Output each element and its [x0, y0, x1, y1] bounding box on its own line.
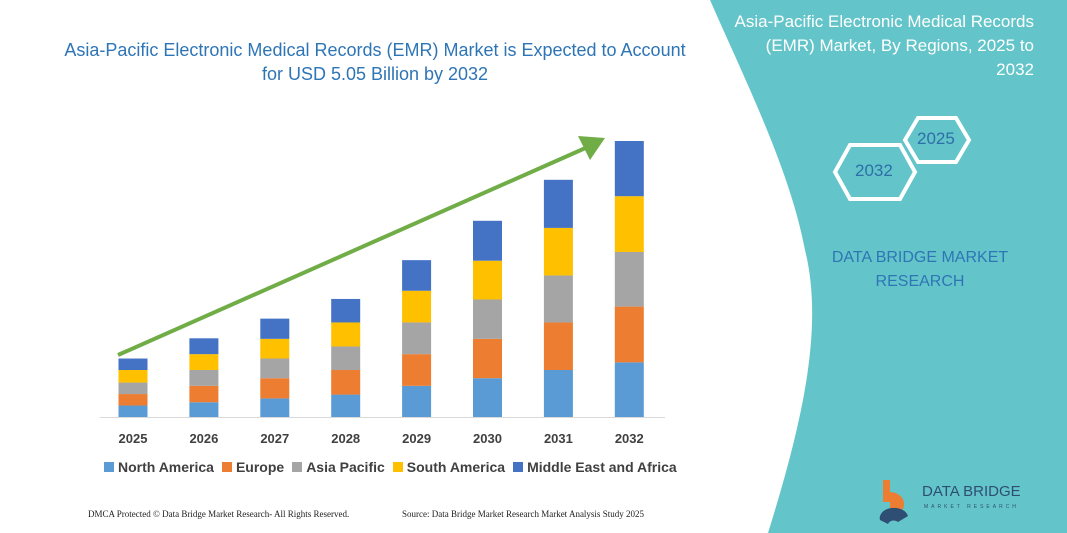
legend-item: South America — [392, 459, 506, 475]
bar-2028-asia-pacific — [331, 346, 361, 370]
bar-2027-north-america — [260, 398, 290, 417]
bar-2031-north-america — [543, 369, 573, 417]
hex-2032 — [832, 143, 918, 201]
dmca-note: DMCA Protected © Data Bridge Market Rese… — [88, 509, 350, 519]
bar-2032-middle-east-and-africa — [614, 141, 644, 197]
bar-2026-europe — [189, 385, 219, 403]
bar-2030-south-america — [473, 260, 502, 300]
bar-2025-asia-pacific — [118, 382, 148, 395]
bar-2031-asia-pacific — [543, 275, 573, 323]
logo-name: DATA BRIDGE — [922, 483, 1021, 500]
legend-swatch — [392, 462, 403, 472]
bar-2029-south-america — [402, 290, 432, 323]
legend-item: North America — [104, 459, 214, 475]
bar-2028-south-america — [331, 322, 361, 347]
trend-arrow — [117, 144, 591, 357]
bar-2027-middle-east-and-africa — [260, 318, 290, 339]
hex-2025 — [902, 116, 972, 164]
bar-2030-north-america — [473, 378, 502, 417]
bar-2030-europe — [473, 338, 502, 379]
bar-2027-europe — [260, 378, 290, 399]
logo-sub: MARKET RESEARCH — [924, 504, 1019, 510]
hex-label-2032: 2032 — [855, 161, 893, 180]
bar-2026-south-america — [189, 354, 219, 370]
bar-2027-asia-pacific — [260, 358, 290, 379]
legend-swatch — [292, 462, 303, 472]
bar-2032-europe — [614, 306, 644, 363]
bar-2030-asia-pacific — [473, 299, 502, 339]
bar-2028-europe — [331, 369, 361, 395]
hex-label-2025: 2025 — [917, 129, 955, 148]
legend-swatch — [221, 462, 232, 472]
bar-2029-asia-pacific — [402, 322, 432, 355]
legend-item: Asia Pacific — [292, 459, 385, 475]
x-tick-label: 2026 — [189, 431, 218, 446]
bar-2029-middle-east-and-africa — [402, 260, 432, 291]
bar-2028-middle-east-and-africa — [331, 298, 361, 323]
bar-2029-north-america — [402, 385, 432, 417]
side-panel-title: Asia-Pacific Electronic Medical Records … — [734, 12, 1035, 79]
bar-2032-north-america — [614, 362, 644, 417]
chart: 2025 2026 2027 2028 2029 2030 2031 2032 — [100, 136, 665, 446]
legend-swatch — [104, 462, 114, 472]
side-panel-bg — [710, 0, 1067, 533]
chart-title: Asia-Pacific Electronic Medical Records … — [64, 40, 686, 84]
trend-arrow-head — [578, 136, 605, 160]
bar-2025-north-america — [118, 405, 148, 417]
bar-2026-middle-east-and-africa — [189, 338, 219, 355]
logo-icon — [879, 480, 908, 524]
x-tick-label: 2031 — [544, 431, 573, 446]
bar-2025-south-america — [118, 369, 148, 383]
bar-2026-asia-pacific — [189, 369, 219, 386]
bar-2027-south-america — [260, 338, 290, 359]
bar-2031-middle-east-and-africa — [543, 179, 573, 228]
bar-2031-south-america — [543, 227, 573, 276]
bar-2031-europe — [543, 322, 573, 370]
brand-text: DATA BRIDGE MARKET RESEARCH — [831, 249, 1009, 290]
legend-item: Europe — [221, 459, 285, 475]
bar-2030-middle-east-and-africa — [473, 220, 502, 261]
legend: North America Europe Asia Pacific South Ame… — [104, 459, 677, 475]
bar-2032-south-america — [614, 196, 644, 252]
legend-item: Middle East and Africa — [513, 459, 677, 475]
source-note: Source: Data Bridge Market Research Mark… — [402, 509, 644, 519]
bar-2029-europe — [402, 354, 432, 386]
legend-label: Europe — [235, 459, 285, 475]
legend-label: North America — [118, 459, 214, 475]
legend-label: South America — [406, 459, 506, 475]
x-tick-label: 2027 — [260, 431, 289, 446]
bar-2032-asia-pacific — [614, 251, 644, 307]
bar-2028-north-america — [331, 394, 361, 417]
legend-label: Middle East and Africa — [527, 459, 677, 475]
bar-2025-middle-east-and-africa — [118, 358, 148, 370]
x-tick-label: 2029 — [402, 431, 431, 446]
x-tick-label: 2030 — [473, 431, 502, 446]
x-tick-label: 2025 — [119, 431, 148, 446]
legend-label: Asia Pacific — [306, 459, 385, 475]
x-tick-label: 2028 — [331, 431, 360, 446]
x-tick-label: 2032 — [615, 431, 644, 446]
bar-2026-north-america — [189, 402, 219, 417]
bar-2025-europe — [118, 394, 148, 406]
legend-swatch — [513, 462, 524, 472]
